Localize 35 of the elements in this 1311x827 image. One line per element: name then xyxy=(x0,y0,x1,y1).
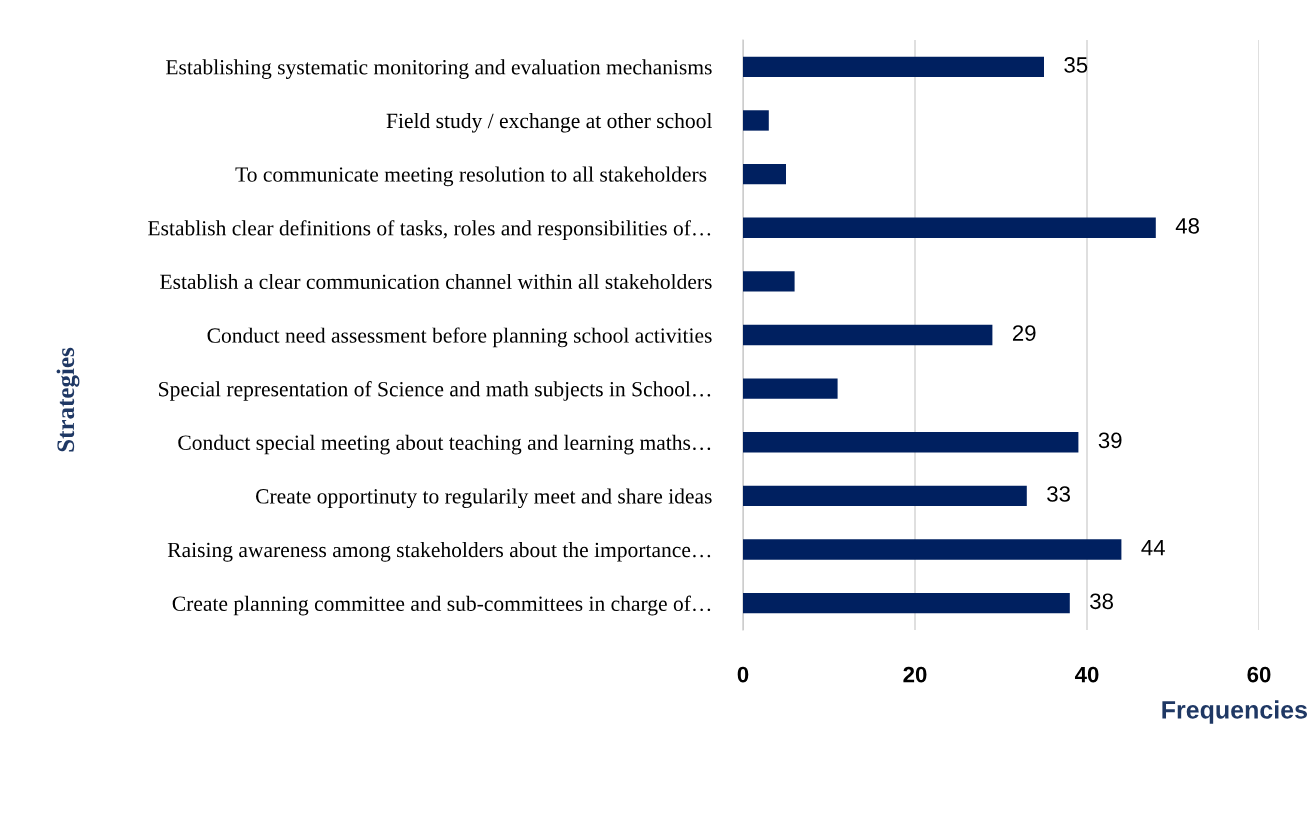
data-label: 33 xyxy=(1047,486,1070,502)
x-tick-label: 0 xyxy=(737,666,749,683)
y-tick-label: Establish clear definitions of tasks, roles and responsibilities of… xyxy=(148,220,711,240)
bar xyxy=(743,432,1079,453)
y-tick-label: Conduct need assessment before planning school activities xyxy=(207,327,712,348)
y-tick-label: Special representation of Science and math subjects in School… xyxy=(159,381,711,401)
y-tick-label: Field study / exchange at other school xyxy=(386,112,713,133)
bar xyxy=(743,592,1070,614)
bar xyxy=(743,271,795,292)
y-tick-label: Raising awareness among stakeholders about the importance… xyxy=(167,542,711,562)
x-tick-label: 60 xyxy=(1247,666,1271,683)
data-label: 29 xyxy=(1012,325,1036,341)
bar xyxy=(743,485,1027,507)
bar xyxy=(743,378,838,399)
bar xyxy=(743,163,786,185)
data-label: 48 xyxy=(1175,217,1199,234)
y-tick-label: Establish a clear communication channel within all stakeholders xyxy=(160,273,712,290)
x-tick-label: 20 xyxy=(903,666,927,683)
x-tick-label: 40 xyxy=(1074,666,1099,683)
data-label: 39 xyxy=(1098,432,1122,449)
data-label: 35 xyxy=(1064,57,1088,73)
data-label: 38 xyxy=(1090,593,1113,610)
data-label: 44 xyxy=(1141,540,1165,556)
bar xyxy=(743,324,993,346)
y-axis-title: Strategies xyxy=(56,347,80,452)
bar xyxy=(743,217,1156,238)
y-tick-label: Establishing systematic monitoring and evaluation mechanisms xyxy=(165,59,712,79)
bar xyxy=(743,110,769,131)
y-tick-label: Conduct special meeting about teaching and learning maths… xyxy=(178,434,711,455)
y-tick-label: Create planning committee and sub-committees in charge of… xyxy=(172,595,711,616)
bar xyxy=(743,539,1122,560)
y-tick-label: To communicate meeting resolution to all stakeholders xyxy=(235,166,707,187)
y-tick-label: Create opportinuty to regularily meet and share ideas xyxy=(256,488,712,509)
bar xyxy=(743,56,1044,78)
x-axis-title: Frequencies xyxy=(1162,700,1307,724)
